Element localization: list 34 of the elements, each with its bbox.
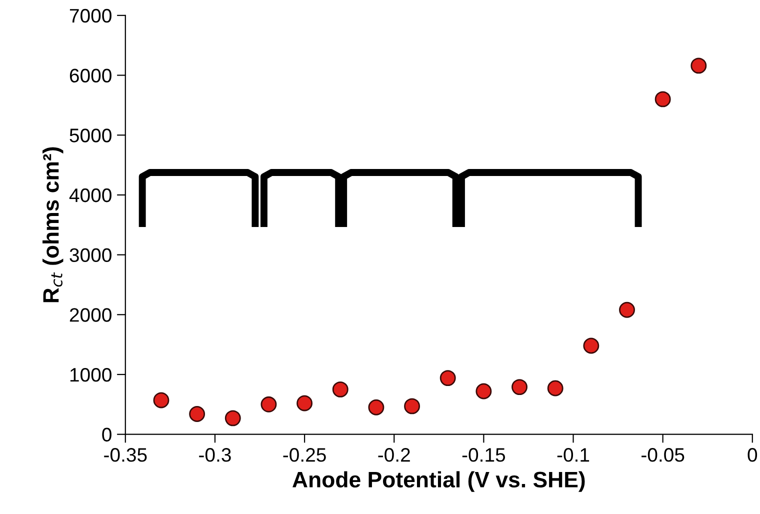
y-tick-label: 7000 xyxy=(70,8,112,23)
point xyxy=(404,398,420,414)
point xyxy=(440,370,456,386)
x-axis-title: Anode Potential (V vs. SHE) xyxy=(292,471,585,492)
x-tick-label: -0.3 xyxy=(199,448,231,462)
y-tick-label: 6000 xyxy=(70,68,112,82)
point xyxy=(619,302,635,318)
y-tick-label: 2000 xyxy=(70,308,112,322)
x-tick-label: -0.25 xyxy=(283,448,326,462)
point xyxy=(476,383,492,400)
point xyxy=(368,399,384,416)
x-tick-label: -0.2 xyxy=(378,448,410,462)
point xyxy=(296,395,313,412)
point xyxy=(260,396,277,412)
point xyxy=(332,381,348,398)
point xyxy=(153,392,170,408)
y-axis-title: R$_{ct}$ (ohms cm²) xyxy=(42,147,64,302)
y-tick-label: 1000 xyxy=(70,368,112,382)
y-tick-label: 5000 xyxy=(70,128,112,142)
point xyxy=(583,338,600,354)
point xyxy=(547,380,564,396)
x-tick-label: 0 xyxy=(748,448,758,462)
x-tick-label: -0.05 xyxy=(642,448,684,462)
point xyxy=(512,379,528,396)
point xyxy=(690,58,707,74)
x-tick-label: -0.35 xyxy=(104,448,147,462)
x-tick-label: -0.15 xyxy=(462,448,506,462)
point xyxy=(224,410,241,426)
point xyxy=(654,91,671,108)
x-tick-label: -0.1 xyxy=(557,448,590,462)
y-tick-label: 4000 xyxy=(69,188,112,202)
y-tick-label: 0 xyxy=(102,428,112,442)
y-tick-label: 3000 xyxy=(70,248,112,262)
point xyxy=(189,406,206,422)
